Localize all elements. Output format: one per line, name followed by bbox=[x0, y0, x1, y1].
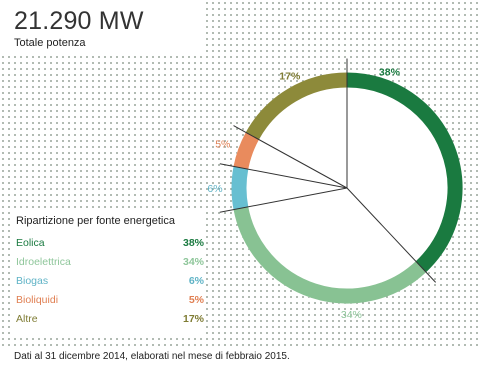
data-label-idroelettrica: 34% bbox=[341, 309, 362, 321]
legend-item-value: 34% bbox=[182, 256, 204, 268]
legend-item-eolica: Eolica 38% bbox=[14, 237, 204, 256]
total-power-value: 21.290 MW bbox=[14, 7, 144, 35]
donut-slice-eolica bbox=[346, 72, 463, 273]
data-label-bioliquidi: 5% bbox=[215, 138, 230, 150]
slice-divider-line bbox=[233, 125, 348, 189]
donut-slice-altre bbox=[245, 72, 348, 140]
legend-item-value: 5% bbox=[188, 294, 204, 306]
donut-slice-biogas bbox=[231, 166, 249, 210]
legend-item-value: 38% bbox=[182, 237, 204, 249]
legend-title: Ripartizione per fonte energetica bbox=[16, 215, 175, 227]
legend-item-name: Bioliquidi bbox=[16, 294, 59, 306]
data-label-eolica: 38% bbox=[379, 66, 401, 78]
total-power-label: Totale potenza bbox=[14, 37, 86, 49]
donut-slice-idroelettrica bbox=[233, 206, 427, 304]
legend-item-idroelettrica: Idroelettrica 34% bbox=[14, 256, 204, 275]
legend-item-biogas: Biogas 6% bbox=[14, 275, 204, 294]
data-label-biogas: 6% bbox=[207, 183, 222, 195]
legend-item-bioliquidi: Bioliquidi 5% bbox=[14, 294, 204, 313]
footnote: Dati al 31 dicembre 2014, elaborati nel … bbox=[14, 351, 290, 362]
legend-item-name: Eolica bbox=[16, 237, 45, 249]
legend-item-name: Altre bbox=[16, 313, 38, 325]
slice-divider-line bbox=[219, 187, 348, 213]
legend-item-name: Biogas bbox=[16, 275, 49, 287]
legend-item-value: 6% bbox=[188, 275, 204, 287]
legend-item-name: Idroelettrica bbox=[16, 256, 71, 268]
title-block: 21.290 MW Totale potenza bbox=[14, 6, 204, 50]
legend-item-altre: Altre 17% bbox=[14, 313, 204, 332]
legend: Ripartizione per fonte energetica Eolica… bbox=[14, 212, 204, 336]
slice-divider-line bbox=[219, 163, 348, 189]
slice-divider-line bbox=[346, 187, 437, 283]
legend-item-value: 17% bbox=[182, 313, 204, 325]
data-label-altre: 17% bbox=[279, 71, 301, 83]
